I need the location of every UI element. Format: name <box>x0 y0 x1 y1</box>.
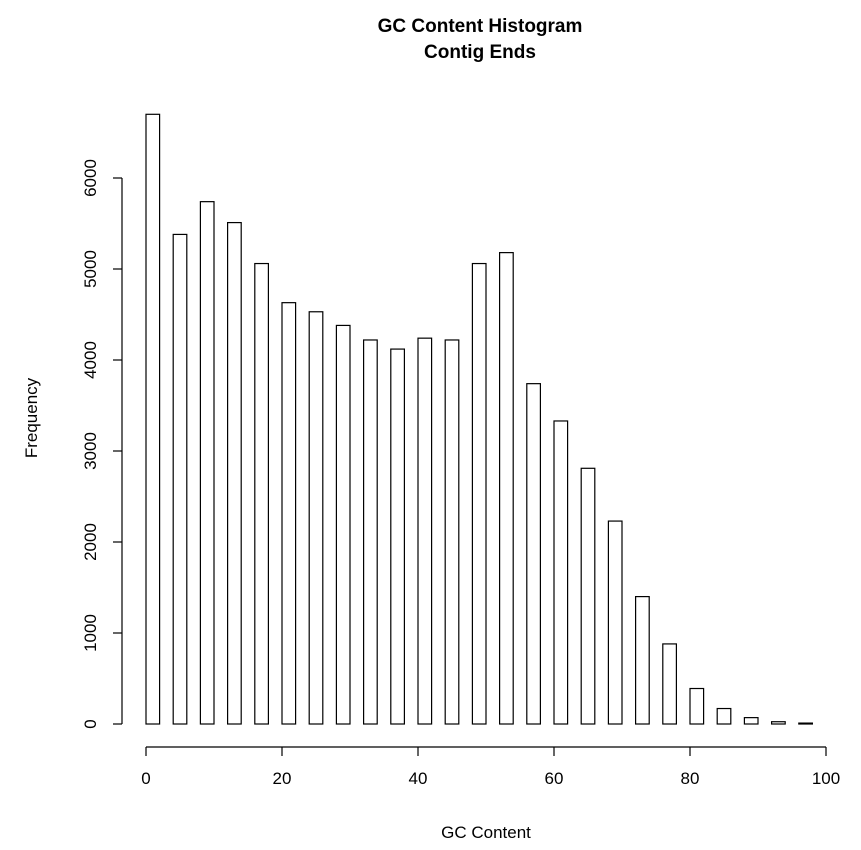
y-tick-label-4: 4000 <box>81 341 100 379</box>
x-tick-label-5: 100 <box>812 769 840 788</box>
x-tick-label-4: 80 <box>681 769 700 788</box>
histogram-bar-0 <box>145 113 161 725</box>
x-tick-label-1: 20 <box>273 769 292 788</box>
chart-title: GC Content Histogram <box>378 16 583 37</box>
y-tick-label-6: 6000 <box>81 159 100 197</box>
histogram-bar-9 <box>390 348 405 725</box>
histogram-bar-4 <box>254 262 270 725</box>
y-tick-label-3: 3000 <box>81 432 100 470</box>
x-axis: 0 20 40 60 80 100 <box>141 746 840 788</box>
histogram-bar-15 <box>553 420 569 725</box>
histogram-bar-11 <box>444 339 460 725</box>
histogram-bar-21 <box>716 707 732 725</box>
x-tick-label-3: 60 <box>545 769 564 788</box>
histogram-bar-8 <box>363 339 378 725</box>
y-axis-label: Frequency <box>22 377 41 458</box>
histogram-bar-10 <box>417 337 433 725</box>
y-axis: 0 1000 2000 3000 4000 5000 6000 <box>81 159 123 729</box>
histogram-bar-13 <box>499 252 514 725</box>
y-tick-label-0: 0 <box>81 719 100 728</box>
histogram-bar-22 <box>743 717 759 725</box>
histogram-bar-16 <box>580 467 596 725</box>
bars-group <box>145 113 813 725</box>
histogram-bar-17 <box>607 520 623 725</box>
y-tick-label-1: 1000 <box>81 614 100 652</box>
histogram-bar-2 <box>199 201 215 725</box>
chart-subtitle: Contig Ends <box>424 42 536 63</box>
histogram-bar-3 <box>227 221 242 725</box>
x-tick-label-2: 40 <box>409 769 428 788</box>
histogram-bar-23 <box>770 721 786 725</box>
histogram-bar-14 <box>526 383 541 725</box>
x-tick-label-0: 0 <box>141 769 150 788</box>
histogram-bar-1 <box>172 233 188 725</box>
x-axis-label: GC Content <box>441 823 531 842</box>
y-tick-label-2: 2000 <box>81 523 100 561</box>
y-tick-label-5: 5000 <box>81 250 100 288</box>
histogram-bar-20 <box>689 687 705 725</box>
histogram-bar-18 <box>634 595 650 725</box>
histogram-bar-6 <box>308 311 324 725</box>
histogram-bar-12 <box>471 262 487 725</box>
histogram-bar-5 <box>281 302 297 725</box>
histogram-bar-19 <box>662 643 677 725</box>
histogram-bar-24 <box>798 722 813 725</box>
histogram-bar-7 <box>335 324 351 725</box>
